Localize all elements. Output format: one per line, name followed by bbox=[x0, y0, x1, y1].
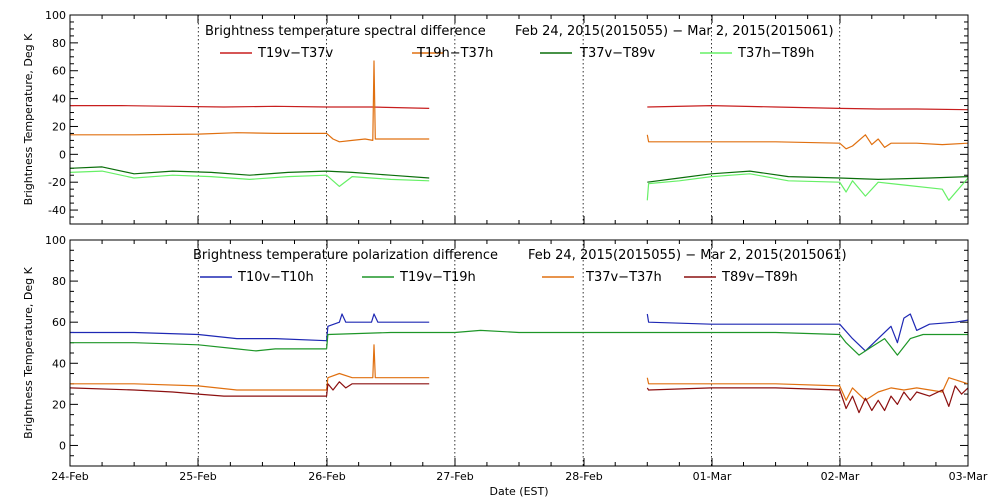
panel1-date-range: Feb 24, 2015(2015055) − Mar 2, 2015(2015… bbox=[515, 24, 834, 39]
panel1-plot-frame bbox=[69, 14, 969, 225]
panel1-legend-label-2: T19h−T37h bbox=[416, 46, 493, 61]
panel2-x-tick-label: 27-Feb bbox=[436, 470, 473, 483]
panel1-series-line-2 bbox=[646, 134, 969, 150]
panel2-x-tick-label: 26-Feb bbox=[308, 470, 345, 483]
panel1-series-line-1 bbox=[70, 104, 430, 109]
panel2-y-tick-label: 80 bbox=[52, 275, 66, 288]
panel1-series-line-4 bbox=[69, 170, 430, 187]
panel1-series-line-3 bbox=[647, 170, 969, 183]
panel2-y-tick-label: 60 bbox=[52, 316, 66, 329]
panel1-y-tick-label: -20 bbox=[48, 176, 66, 189]
panel2-legend-label-3: T37v−T37h bbox=[585, 270, 662, 285]
panel2-series-line-1 bbox=[646, 313, 969, 352]
panel2-legend-label-4: T89v−T89h bbox=[721, 270, 798, 285]
panel2-x-tick-label: 28-Feb bbox=[565, 470, 602, 483]
panel1-y-tick-label: -40 bbox=[48, 204, 66, 217]
panel1-series-line-4 bbox=[646, 173, 969, 201]
panel1-y-tick-label: 0 bbox=[59, 148, 66, 161]
panel2-x-tick-label: 01-Mar bbox=[693, 470, 732, 483]
panel2-y-axis-title: Brightness Temperature, Deg K bbox=[22, 266, 35, 438]
panel2-series-line-4 bbox=[646, 385, 969, 414]
panel1-legend-label-4: T37h−T89h bbox=[737, 46, 814, 61]
panel2-series-line-4 bbox=[69, 381, 430, 397]
panel2-series-line-3 bbox=[70, 344, 430, 391]
panel2-x-tick-label: 25-Feb bbox=[179, 470, 216, 483]
panel1-legend-label-3: T37v−T89v bbox=[579, 46, 656, 61]
panel1-series-line-1 bbox=[647, 104, 969, 111]
panel1-y-tick-label: 60 bbox=[52, 65, 66, 78]
panel1-y-axis-title: Brightness Temperature, Deg K bbox=[22, 33, 35, 205]
panel1-y-tick-label: 100 bbox=[45, 9, 66, 22]
panel2-x-axis-title: Date (EST) bbox=[489, 485, 548, 498]
panel2-x-tick-label: 24-Feb bbox=[51, 470, 88, 483]
panel2-x-tick-label: 02-Mar bbox=[821, 470, 860, 483]
panel2-y-tick-label: 20 bbox=[52, 398, 66, 411]
panel2-series-line-2 bbox=[70, 329, 968, 356]
panel2-series-line-3 bbox=[646, 377, 969, 401]
panel2-y-tick-label: 40 bbox=[52, 357, 66, 370]
panel2-y-tick-label: 100 bbox=[45, 234, 66, 247]
panel2-x-tick-label: 03-Mar bbox=[949, 470, 988, 483]
panel2-date-range: Feb 24, 2015(2015055) − Mar 2, 2015(2015… bbox=[528, 248, 847, 263]
panel1-series-line-3 bbox=[69, 166, 430, 179]
panel1-series-line-2 bbox=[70, 60, 430, 143]
panel2-y-tick-label: 0 bbox=[59, 439, 66, 452]
panel1-legend-label-1: T19v−T37v bbox=[257, 46, 334, 61]
panel2-series-line-1 bbox=[70, 313, 430, 342]
panel1-y-tick-label: 80 bbox=[52, 37, 66, 50]
panel2-legend-label-1: T10v−T10h bbox=[237, 270, 314, 285]
panel2-title: Brightness temperature polarization diff… bbox=[193, 248, 498, 263]
panel1-y-tick-label: 20 bbox=[52, 120, 66, 133]
panel1-y-tick-label: 40 bbox=[52, 93, 66, 106]
panel2-legend-label-2: T19v−T19h bbox=[399, 270, 476, 285]
panel2-plot-frame bbox=[69, 239, 969, 467]
panel1-title: Brightness temperature spectral differen… bbox=[205, 24, 486, 39]
